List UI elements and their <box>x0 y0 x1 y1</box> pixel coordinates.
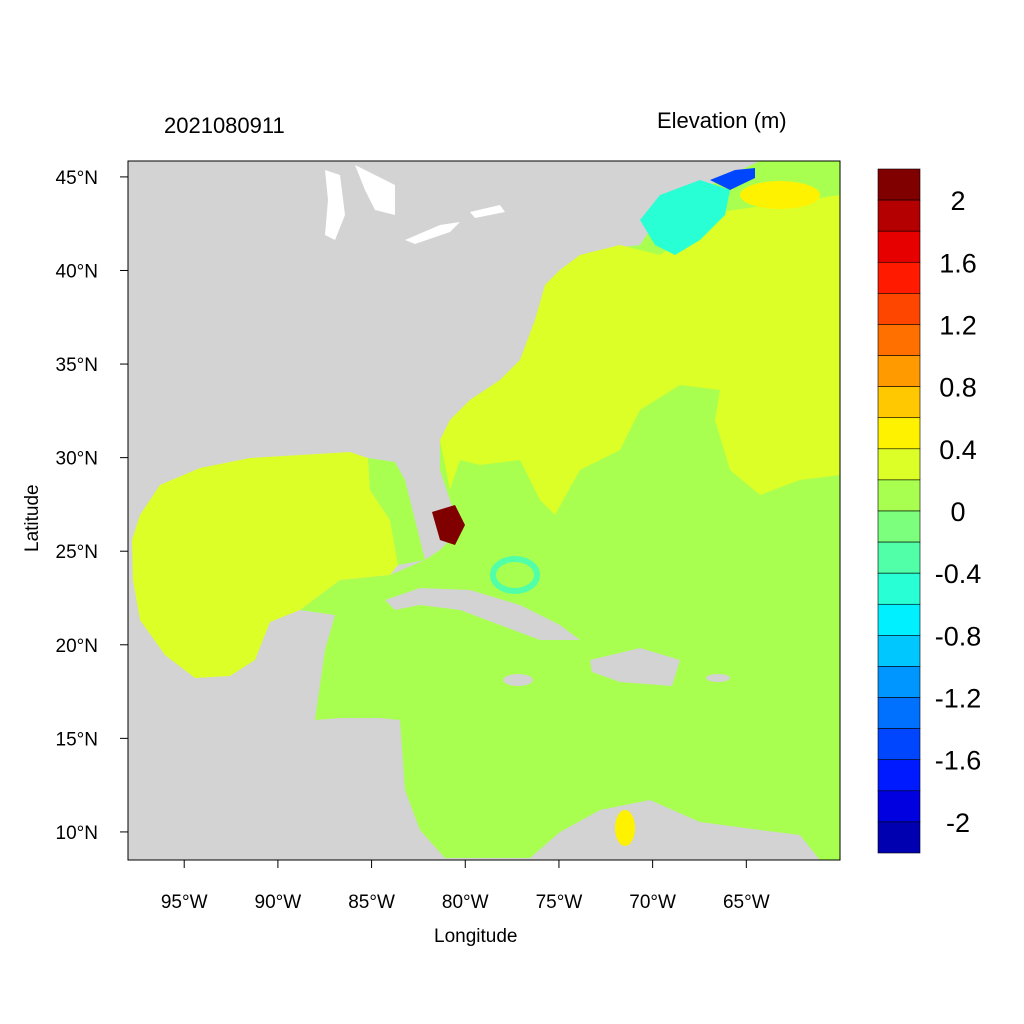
colorbar-box <box>877 168 921 201</box>
y-tick-label: 30°N <box>56 449 98 470</box>
colorbar-box <box>877 603 921 636</box>
colorbar-box <box>877 448 921 481</box>
colorbar-box <box>877 199 921 232</box>
y-tick-label: 10°N <box>56 823 98 844</box>
colorbar-label: -0.8 <box>935 621 982 651</box>
colorbar-box <box>877 759 921 792</box>
colorbar-label: -1.6 <box>935 746 982 776</box>
colorbar-box <box>877 572 921 605</box>
colorbar-box <box>877 230 921 263</box>
x-axis-label: Longitude <box>434 926 518 947</box>
lake-michigan <box>325 170 345 240</box>
x-axis-ticks: 95°W 90°W 85°W 80°W 75°W 70°W 65°W <box>161 860 770 913</box>
x-tick-label: 70°W <box>629 892 676 913</box>
colorbar-box <box>877 293 921 325</box>
x-tick-label: 75°W <box>536 892 583 913</box>
colorbar-box <box>877 790 921 823</box>
colorbar-box <box>877 697 921 729</box>
plot-title-variable: Elevation (m) <box>657 108 787 133</box>
colorbar: 2 1.6 1.2 0.8 0.4 0 -0.4 -0.8 -1.2 -1.6 -2 <box>877 168 982 854</box>
colorbar-label: -0.4 <box>935 559 982 589</box>
gulf-of-mexico-water <box>132 452 398 678</box>
lake-erie <box>405 222 460 244</box>
colorbar-box <box>877 417 921 450</box>
colorbar-box <box>877 821 921 854</box>
y-tick-label: 40°N <box>56 261 98 282</box>
x-tick-label: 80°W <box>442 892 489 913</box>
x-tick-label: 65°W <box>723 892 770 913</box>
cuba <box>385 588 580 640</box>
colorbar-box <box>877 324 921 356</box>
colorbar-box <box>877 261 921 294</box>
colorbar-box <box>877 541 921 574</box>
colorbar-label: 0 <box>950 497 965 527</box>
hispaniola <box>590 648 680 686</box>
gulf-of-maine-low <box>640 180 730 255</box>
colorbar-label: -2 <box>946 808 970 838</box>
south-florida-high <box>432 505 465 545</box>
y-axis-ticks: 45°N 40°N 35°N 30°N 25°N 20°N 15°N 10°N <box>56 168 128 844</box>
x-tick-label: 95°W <box>161 892 208 913</box>
plot-frame <box>127 160 841 861</box>
bahamas-low <box>490 556 540 594</box>
y-tick-label: 15°N <box>56 729 98 750</box>
nova-scotia-high <box>740 181 820 209</box>
x-tick-label: 85°W <box>348 892 395 913</box>
lake-ontario <box>470 205 505 218</box>
lake-huron <box>355 165 395 215</box>
north-atlantic-water <box>440 195 840 515</box>
x-tick-label: 90°W <box>255 892 302 913</box>
map-area <box>127 160 841 861</box>
colorbar-box <box>877 386 921 419</box>
y-tick-label: 45°N <box>56 168 98 189</box>
colorbar-label: 1.6 <box>939 248 977 278</box>
colorbar-box <box>877 355 921 387</box>
y-tick-label: 25°N <box>56 542 98 563</box>
lake-maracaibo-high <box>615 810 635 846</box>
west-florida-shelf <box>368 458 425 565</box>
plot-title-date: 2021080911 <box>164 113 285 138</box>
puerto-rico <box>706 674 730 682</box>
colorbar-label: 1.2 <box>939 310 977 340</box>
y-tick-label: 35°N <box>56 355 98 376</box>
colorbar-label: 2 <box>950 186 965 216</box>
bay-of-fundy-low <box>710 168 755 190</box>
colorbar-box <box>877 479 921 512</box>
y-tick-label: 20°N <box>56 636 98 657</box>
colorbar-box <box>877 728 921 761</box>
jamaica <box>503 674 533 686</box>
colorbar-box <box>877 635 921 667</box>
colorbar-label: 0.8 <box>939 373 977 403</box>
colorbar-box <box>877 666 921 698</box>
colorbar-label: 0.4 <box>939 435 977 465</box>
colorbar-box <box>877 510 921 543</box>
colorbar-label: -1.2 <box>935 684 982 714</box>
